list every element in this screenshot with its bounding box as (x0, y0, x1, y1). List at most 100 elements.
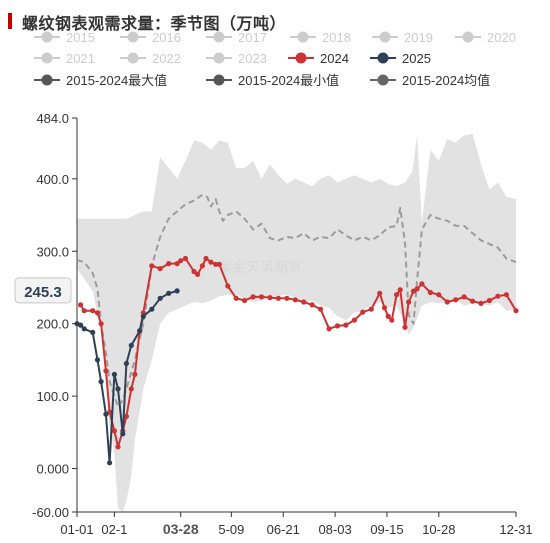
series-layer (74, 193, 519, 466)
band-area (77, 133, 516, 512)
x-tick-label: 12-31 (499, 522, 532, 537)
series-point-2024 (292, 297, 298, 303)
series-point-2024 (94, 310, 101, 316)
series-point-2025 (157, 295, 163, 301)
series-point-2024 (427, 289, 433, 296)
series-point-2025 (107, 460, 113, 466)
series-point-2024 (178, 258, 184, 264)
series-point-2024 (182, 255, 189, 262)
y-tick-label: 300.0 (36, 244, 69, 259)
legend-marker-2024 (295, 52, 307, 64)
series-point-2024 (381, 305, 388, 311)
series-point-2024 (242, 297, 248, 304)
y-tick-label: 0.000 (36, 462, 69, 477)
series-point-2024 (351, 317, 357, 323)
y-tick-label: 484.0 (36, 111, 69, 126)
series-point-2025 (174, 288, 180, 294)
series-point-2024 (444, 299, 450, 305)
series-point-2024 (267, 295, 273, 301)
series-line-2015-2024均值 (76, 193, 517, 408)
legend-label-2016: 2016 (152, 30, 181, 45)
legend-label-2022: 2022 (152, 51, 181, 66)
series-point-2025 (123, 360, 129, 367)
series-point-2024 (166, 261, 172, 267)
legend-marker-2017 (213, 31, 225, 43)
series-point-2024 (503, 292, 509, 298)
legend-marker-2022 (127, 52, 139, 64)
series-point-2024 (284, 295, 290, 301)
x-tick-label: 08-03 (318, 522, 351, 537)
legend-label-2015-2024均值: 2015-2024均值 (402, 73, 490, 88)
series-point-2024 (385, 313, 391, 319)
series-point-2024 (453, 297, 459, 303)
legend-marker-2023 (213, 52, 225, 64)
series-point-2025 (149, 306, 155, 312)
legend-label-2015-2024最小值: 2015-2024最小值 (238, 73, 339, 88)
series-point-2024 (90, 308, 96, 314)
series-point-2025 (98, 379, 104, 385)
series-point-2024 (174, 261, 180, 267)
x-tick-label: 10-28 (422, 522, 455, 537)
chart-title: 螺纹钢表观需求量：季节图（万吨） (22, 14, 287, 33)
y-tick-label: 200.0 (36, 317, 69, 332)
series-point-2024 (149, 263, 155, 269)
legend-label-2018: 2018 (322, 30, 351, 45)
series-point-2024 (513, 308, 519, 314)
series-point-2025 (103, 411, 109, 417)
series-point-2024 (343, 322, 349, 328)
series-point-2024 (478, 300, 484, 306)
series-point-2024 (103, 368, 109, 374)
legend-marker-2015-2024最小值 (213, 74, 225, 86)
series-point-2024 (419, 281, 425, 287)
legend-marker-2019 (379, 31, 391, 43)
max-min-band (77, 133, 516, 512)
legend-label-2023: 2023 (238, 51, 267, 66)
series-point-2024 (111, 428, 117, 434)
series-point-2025 (94, 357, 101, 363)
x-tick-label: 02-1 (101, 522, 127, 537)
series-point-2024 (436, 292, 442, 298)
cursor-value-box (14, 277, 72, 304)
series-point-2024 (368, 306, 374, 312)
legend-marker-2021 (41, 52, 53, 64)
legend-label-2015-2024最大值: 2015-2024最大值 (66, 73, 167, 88)
series-point-2024 (470, 298, 476, 304)
series-point-2025 (128, 342, 134, 348)
series-point-2024 (414, 286, 420, 292)
series-point-2024 (326, 326, 332, 332)
series-point-2024 (128, 386, 134, 392)
legend-label-2019: 2019 (404, 30, 433, 45)
series-point-2024 (191, 268, 197, 275)
series-point-2024 (250, 294, 256, 300)
series-point-2025 (120, 431, 126, 437)
series-point-2024 (486, 297, 493, 304)
y-tick-label: 100.0 (36, 389, 69, 404)
legend-label-2025: 2025 (402, 51, 431, 66)
legend-marker-2015-2024均值 (377, 74, 389, 86)
series-point-2025 (78, 322, 84, 328)
legend-marker-2025 (377, 52, 389, 64)
legend-marker-2016 (127, 31, 139, 43)
series-point-2024 (157, 266, 163, 272)
x-tick-label: 5-09 (218, 522, 244, 537)
series-point-2024 (233, 295, 239, 301)
legend-marker-2018 (297, 31, 309, 43)
series-point-2025 (115, 386, 121, 392)
series-point-2024 (318, 306, 324, 312)
axes: 484.0 400.0 300.0 200.0 100.0 0.000 -60.00 01-0… (32, 111, 533, 537)
legend-label-2021: 2021 (66, 51, 95, 66)
series-point-2024 (123, 413, 129, 419)
series-point-2024 (132, 371, 138, 377)
series-point-2025 (137, 328, 143, 334)
x-tick-label: 01-01 (60, 522, 93, 537)
series-point-2024 (360, 309, 366, 315)
series-point-2024 (301, 299, 307, 305)
legend-label-2024: 2024 (320, 51, 349, 66)
series-point-2024 (213, 261, 219, 267)
cursor-readout: 245.3 (14, 277, 72, 304)
x-tick-label: 06-21 (267, 522, 300, 537)
x-tick-label: 03-28 (163, 521, 199, 537)
legend-label-2020: 2020 (487, 30, 516, 45)
legend-label-2015: 2015 (66, 30, 95, 45)
